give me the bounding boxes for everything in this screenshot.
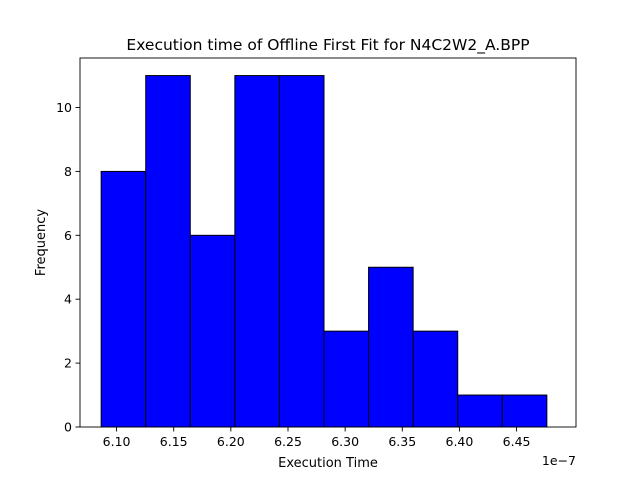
- x-axis-label: Execution Time: [278, 456, 378, 471]
- histogram-bars: [100, 75, 548, 428]
- x-tick-label: 6.10: [103, 434, 131, 449]
- histogram-bar: [100, 170, 147, 428]
- y-tick-label: 6: [64, 228, 72, 243]
- y-axis-ticks: 0 2 4 6 8 10: [56, 100, 80, 435]
- histogram-bar: [323, 330, 370, 428]
- chart-title: Execution time of Offline First Fit for …: [126, 36, 529, 55]
- histogram-bar: [234, 75, 280, 428]
- y-tick-label: 10: [56, 100, 72, 115]
- histogram-bar: [145, 75, 191, 428]
- axes-frame: [79, 57, 577, 428]
- histogram-bar: [189, 234, 236, 428]
- x-tick-label: 6.30: [331, 434, 359, 449]
- x-axis-offset-label: 1e−7: [542, 453, 576, 468]
- x-tick-label: 6.25: [274, 434, 302, 449]
- y-axis-label: Frequency: [34, 209, 49, 276]
- histogram-bar: [457, 394, 503, 428]
- y-tick-label: 2: [64, 356, 72, 371]
- y-tick-label: 8: [64, 164, 72, 179]
- x-tick-label: 6.15: [160, 434, 188, 449]
- x-axis-ticks: 6.10 6.15 6.20 6.25 6.30 6.35 6.40 6.45: [103, 427, 531, 449]
- x-tick-label: 6.35: [388, 434, 416, 449]
- histogram-bar: [368, 266, 414, 428]
- histogram-bar: [412, 330, 459, 428]
- histogram-bar: [278, 75, 325, 428]
- y-tick-label: 0: [64, 420, 72, 435]
- histogram-bar: [501, 394, 548, 428]
- x-tick-label: 6.45: [503, 434, 531, 449]
- x-tick-label: 6.20: [217, 434, 245, 449]
- y-tick-label: 4: [64, 292, 72, 307]
- x-tick-label: 6.40: [446, 434, 474, 449]
